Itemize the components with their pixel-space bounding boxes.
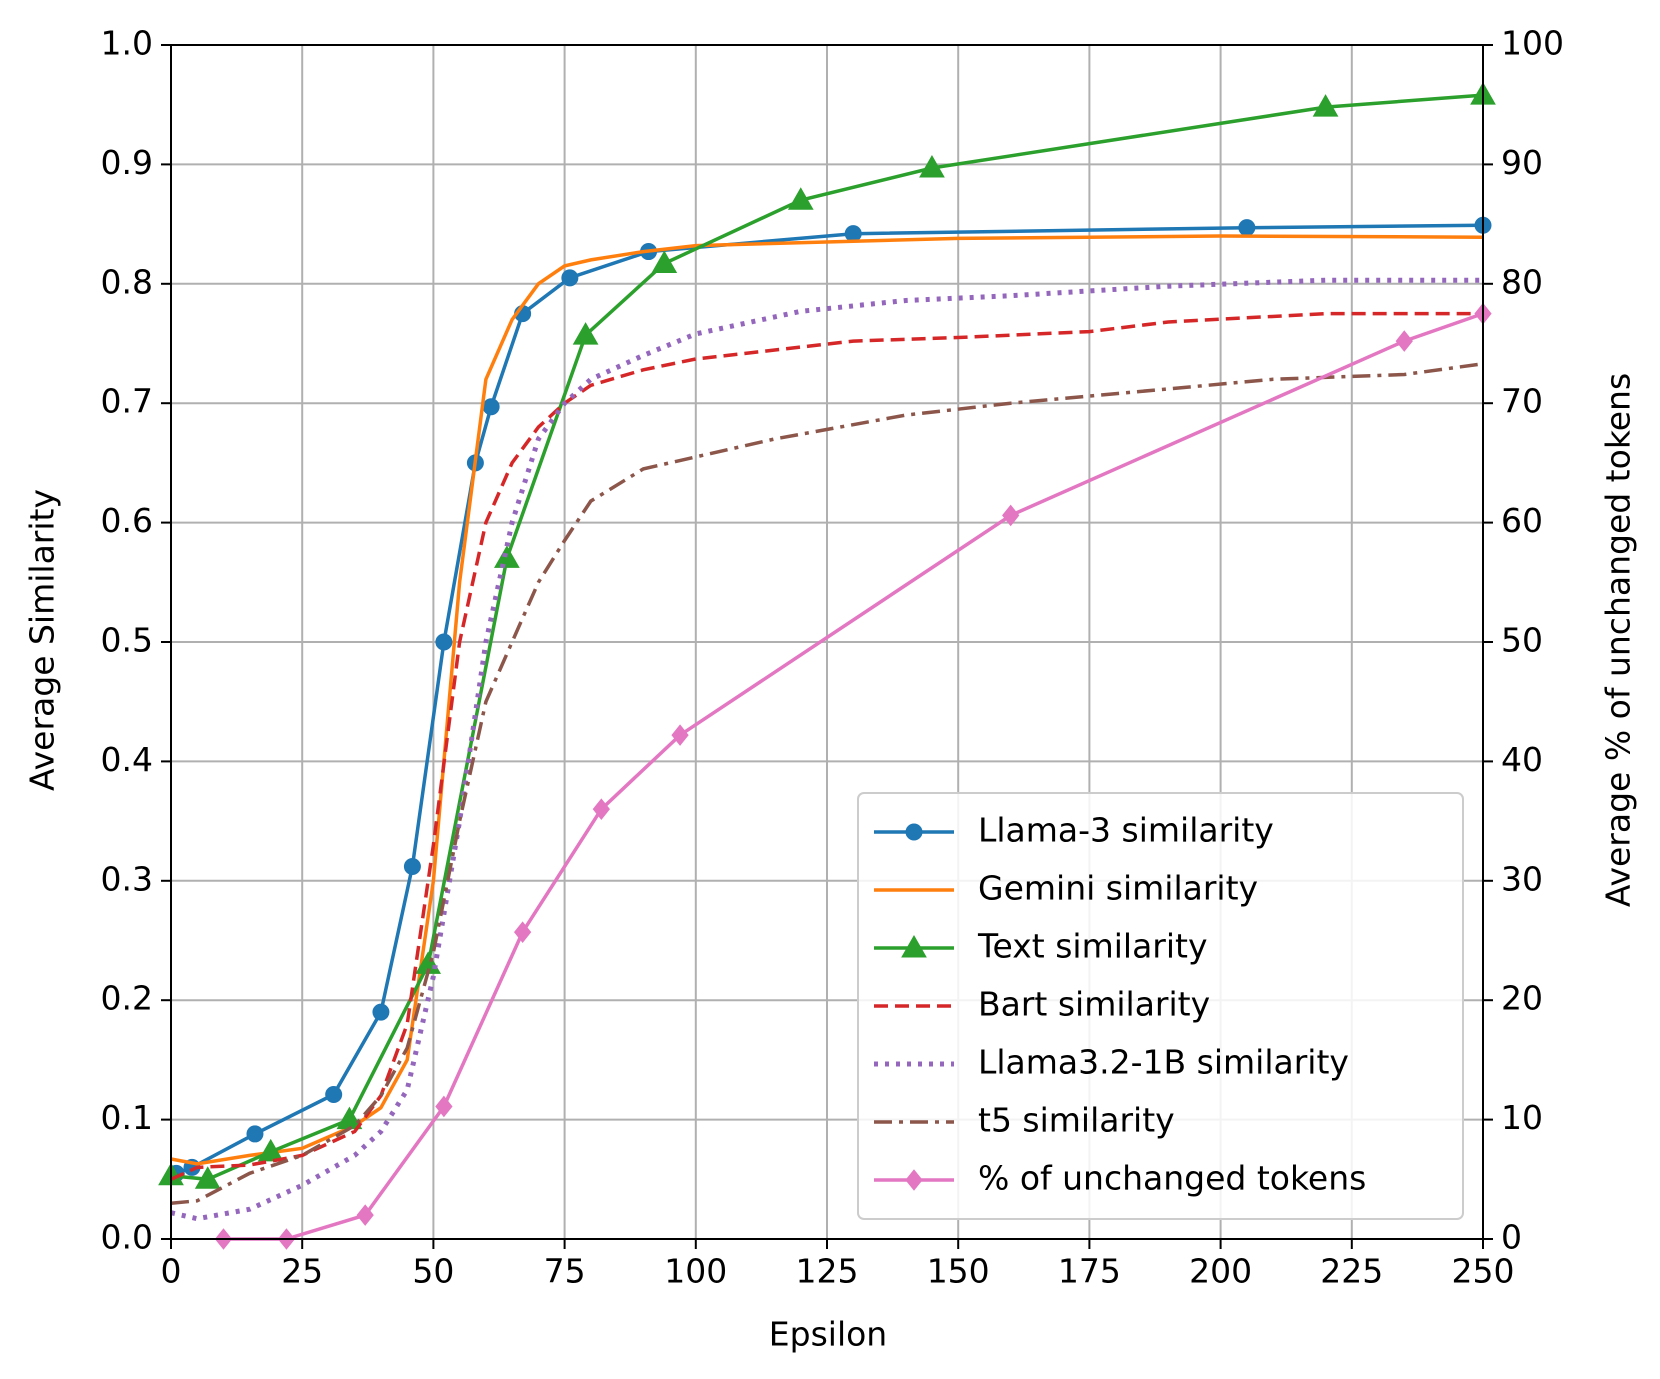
y-tick-label: 0.8 — [101, 262, 153, 301]
point — [561, 269, 579, 287]
y-tick-label: 0.1 — [101, 1098, 153, 1137]
point — [325, 1086, 343, 1104]
legend-box — [857, 792, 1464, 1220]
point — [513, 921, 532, 943]
y-tick-label: 0.9 — [101, 143, 153, 182]
point — [787, 187, 814, 210]
legend-label: Llama-3 similarity — [978, 811, 1274, 850]
series-line — [170, 311, 1483, 1181]
x-tick-label: 0 — [161, 1252, 182, 1291]
y2-tick-label: 30 — [1501, 859, 1543, 898]
point — [356, 1204, 374, 1226]
point — [246, 1125, 264, 1143]
point — [1002, 504, 1020, 527]
y2-tick-label: 50 — [1501, 621, 1543, 660]
legend-marker — [905, 823, 923, 841]
legend-marker — [901, 934, 927, 958]
point — [592, 798, 610, 820]
y-tick-label: 0.2 — [101, 979, 153, 1018]
y2-tick-label: 90 — [1501, 143, 1543, 182]
legend-label: t5 similarity — [978, 1101, 1175, 1140]
x-tick-label: 125 — [796, 1252, 859, 1291]
y-tick-label: 0.7 — [101, 382, 153, 421]
point — [844, 225, 862, 243]
point — [372, 1003, 390, 1021]
series-line — [170, 362, 1484, 1205]
point — [194, 1166, 221, 1189]
point — [572, 322, 599, 345]
y2-tick-label: 60 — [1501, 501, 1543, 540]
series-line — [223, 311, 1484, 1241]
legend-label: Bart similarity — [978, 985, 1210, 1024]
point — [1238, 219, 1256, 237]
point — [482, 398, 500, 416]
y2-tick-label: 20 — [1501, 979, 1543, 1018]
y-axis-label: Average Similarity — [23, 489, 62, 791]
x-tick-label: 175 — [1058, 1252, 1121, 1291]
point — [435, 633, 453, 651]
y2-tick-label: 40 — [1501, 740, 1543, 779]
y2-tick-label: 70 — [1501, 382, 1543, 421]
x-tick-label: 50 — [412, 1252, 454, 1291]
point — [651, 250, 678, 274]
point — [403, 857, 421, 875]
series-line — [170, 234, 1484, 1166]
point — [1395, 330, 1413, 352]
y-tick-label: 0.6 — [101, 501, 153, 540]
y-tick-label: 0.0 — [101, 1218, 153, 1257]
x-tick-label: 200 — [1189, 1252, 1252, 1291]
legend: Llama-3 similarity Gemini similarity Text … — [857, 792, 1464, 1220]
y2-tick-label: 10 — [1501, 1098, 1543, 1137]
y2-axis-label: Average % of unchanged tokens — [1599, 373, 1638, 907]
x-tick-label: 100 — [664, 1252, 727, 1291]
point — [1312, 94, 1339, 117]
legend-label: Gemini similarity — [978, 869, 1258, 908]
legend-label: Llama3.2-1B similarity — [978, 1043, 1349, 1082]
x-tick-label: 150 — [927, 1252, 990, 1291]
legend-marker — [905, 1169, 923, 1191]
series-line — [170, 93, 1484, 1182]
y2-tick-label: 0 — [1501, 1218, 1522, 1257]
point — [435, 1095, 453, 1118]
series-line — [170, 277, 1483, 1222]
x-tick-label: 75 — [544, 1252, 586, 1291]
plot-frame — [170, 44, 1484, 1240]
y-tick-label: 0.5 — [101, 621, 153, 660]
point — [919, 154, 945, 178]
legend-label: Text similarity — [977, 927, 1208, 966]
y-tick-label: 0.3 — [101, 859, 153, 898]
x-tick-label: 250 — [1452, 1252, 1515, 1291]
x-tick-label: 225 — [1320, 1252, 1383, 1291]
point — [671, 724, 689, 746]
y2-tick-label: 100 — [1501, 24, 1564, 63]
x-axis-label: Epsilon — [769, 1315, 887, 1354]
x-tick-label: 25 — [281, 1252, 323, 1291]
point — [257, 1138, 284, 1162]
y-tick-label: 1.0 — [101, 24, 153, 63]
y-tick-label: 0.4 — [101, 740, 153, 779]
y2-tick-label: 80 — [1501, 262, 1543, 301]
legend-label: % of unchanged tokens — [978, 1159, 1366, 1198]
